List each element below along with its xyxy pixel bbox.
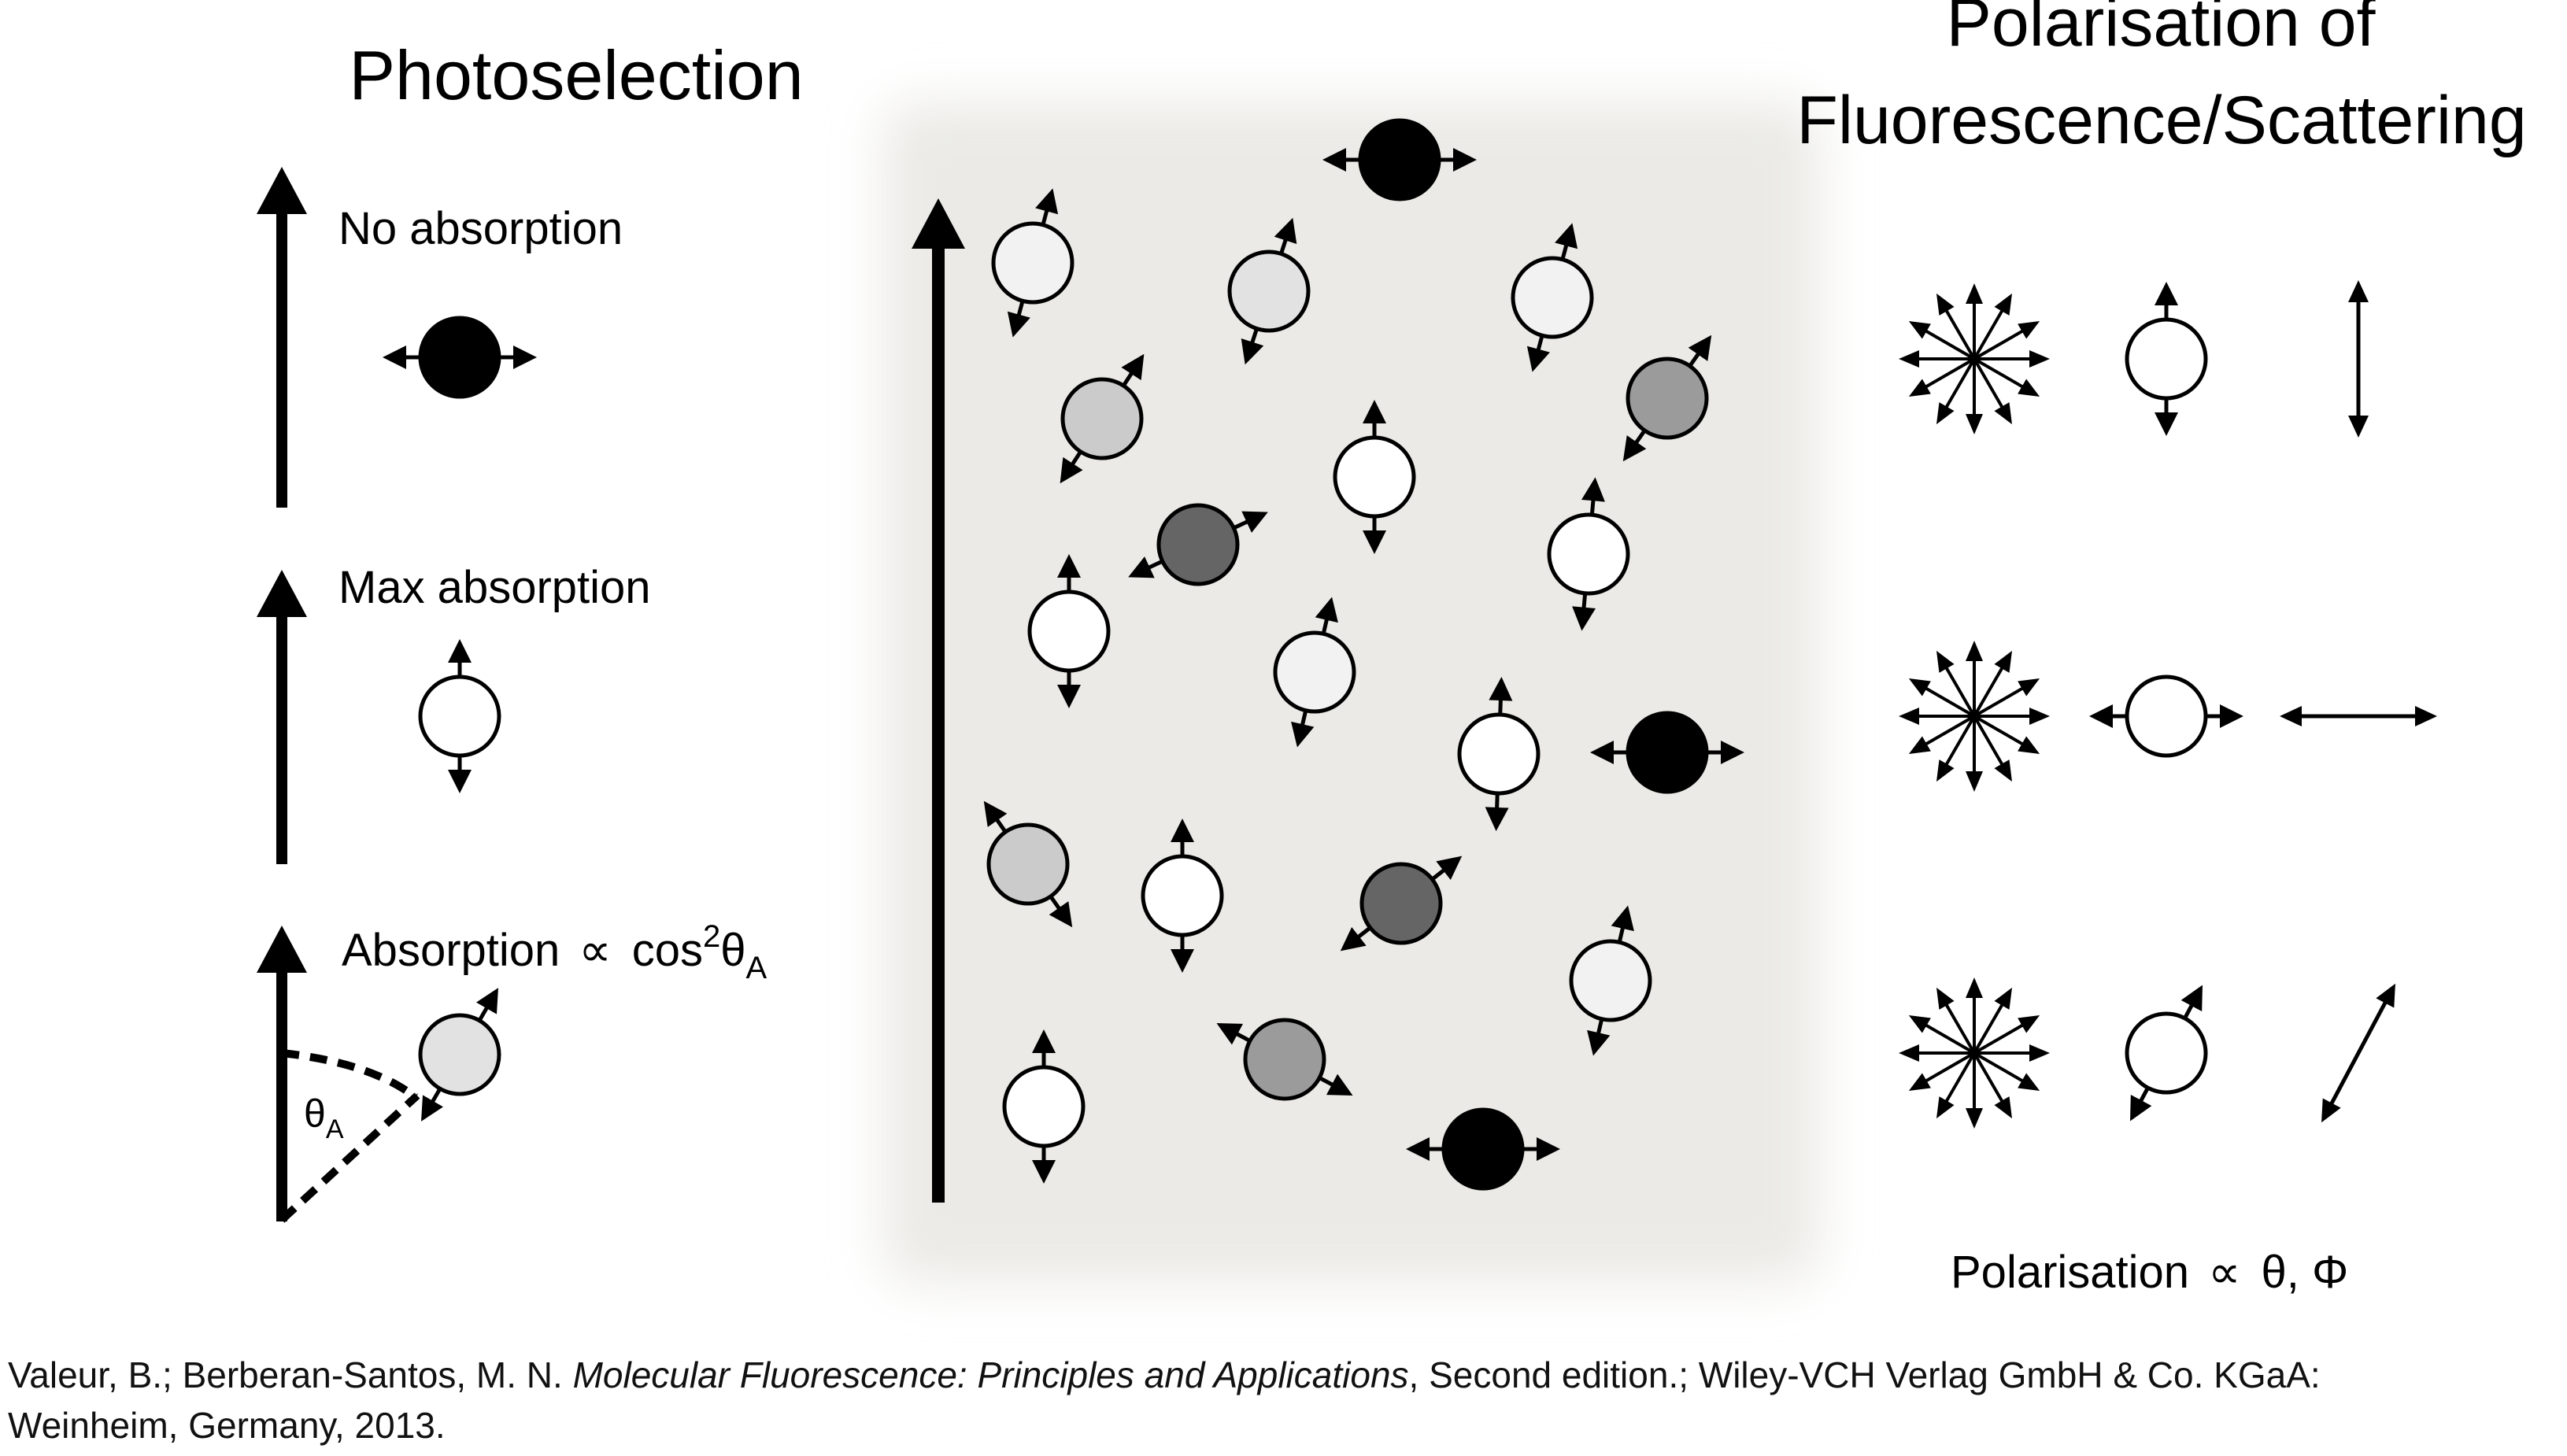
ensemble-molecule bbox=[1128, 503, 1268, 586]
polarisation-molecule bbox=[2125, 282, 2208, 436]
ensemble-molecule bbox=[1322, 118, 1477, 201]
ensemble-molecule bbox=[1340, 855, 1463, 952]
photoselection-title: Photoselection bbox=[349, 36, 803, 114]
polarisation-molecule bbox=[2089, 674, 2243, 758]
ensemble-molecule bbox=[1333, 400, 1416, 554]
ensemble-molecule bbox=[1060, 353, 1145, 484]
legend-molecule bbox=[418, 988, 501, 1122]
excitation-arrow-2 bbox=[257, 570, 307, 864]
citation-line-2: Weinheim, Germany, 2013. bbox=[8, 1405, 446, 1446]
citation-publisher: , Second edition.; Wiley-VCH Verlag GmbH… bbox=[1408, 1354, 2321, 1395]
ensemble-molecule bbox=[1273, 597, 1356, 748]
polarisation-rows bbox=[1899, 280, 2437, 1129]
ensemble-molecule bbox=[983, 800, 1073, 928]
ensemble-molecule bbox=[1141, 819, 1224, 973]
polarisation-title-line2: Fluorescence/Scattering bbox=[1796, 83, 2526, 158]
ensemble-molecule bbox=[1547, 477, 1630, 631]
ensemble-molecule bbox=[1216, 1018, 1353, 1101]
no-absorption-label: No absorption bbox=[338, 203, 623, 254]
ensemble-molecule bbox=[1622, 334, 1712, 462]
max-absorption-label: Max absorption bbox=[338, 562, 651, 613]
ensemble-molecules bbox=[983, 118, 1744, 1191]
legend-molecule bbox=[383, 316, 537, 399]
legend-molecules bbox=[383, 316, 537, 1122]
citation-authors: Valeur, B.; Berberan-Santos, M. N. bbox=[8, 1354, 573, 1395]
starburst-icon bbox=[1899, 641, 2050, 792]
citation-book-title: Molecular Fluorescence: Principles and A… bbox=[572, 1354, 1409, 1395]
polarisation-title-line1: Polarisation of bbox=[1947, 0, 2377, 61]
polarisation-molecule bbox=[2125, 985, 2208, 1122]
starburst-icon bbox=[1899, 977, 2050, 1129]
ensemble-molecule bbox=[1002, 1029, 1086, 1184]
ensemble-molecule bbox=[1027, 554, 1111, 708]
polarisation-double-arrow bbox=[2321, 983, 2395, 1123]
ensemble-excitation-arrow bbox=[912, 198, 965, 1203]
polarisation-double-arrow bbox=[2280, 706, 2437, 726]
polarisation-row bbox=[1899, 280, 2369, 438]
polarisation-row bbox=[1899, 977, 2395, 1129]
legend-molecule bbox=[418, 639, 501, 793]
ensemble-molecule bbox=[1406, 1107, 1560, 1191]
ensemble-molecule bbox=[991, 188, 1075, 338]
polarisation-double-arrow bbox=[2348, 280, 2369, 438]
ensemble-molecule bbox=[1227, 217, 1311, 365]
ensemble-molecule bbox=[1569, 905, 1652, 1056]
ensemble-molecule bbox=[1457, 677, 1541, 831]
excitation-arrow-3 bbox=[257, 926, 307, 1221]
polarisation-formula: Polarisation ∝ θ, Φ bbox=[1951, 1247, 2348, 1298]
theta-a-label: θA bbox=[304, 1092, 344, 1144]
ensemble-molecule bbox=[1590, 711, 1744, 794]
angle-construction bbox=[279, 1049, 420, 1223]
absorption-cos-label: Absorption ∝ cos2θA bbox=[342, 919, 768, 985]
polarisation-row bbox=[1899, 641, 2437, 792]
excitation-arrow-1 bbox=[257, 167, 307, 508]
ensemble-molecule bbox=[1511, 223, 1594, 372]
citation-line-1: Valeur, B.; Berberan-Santos, M. N. Molec… bbox=[8, 1351, 2321, 1399]
starburst-icon bbox=[1899, 283, 2050, 434]
